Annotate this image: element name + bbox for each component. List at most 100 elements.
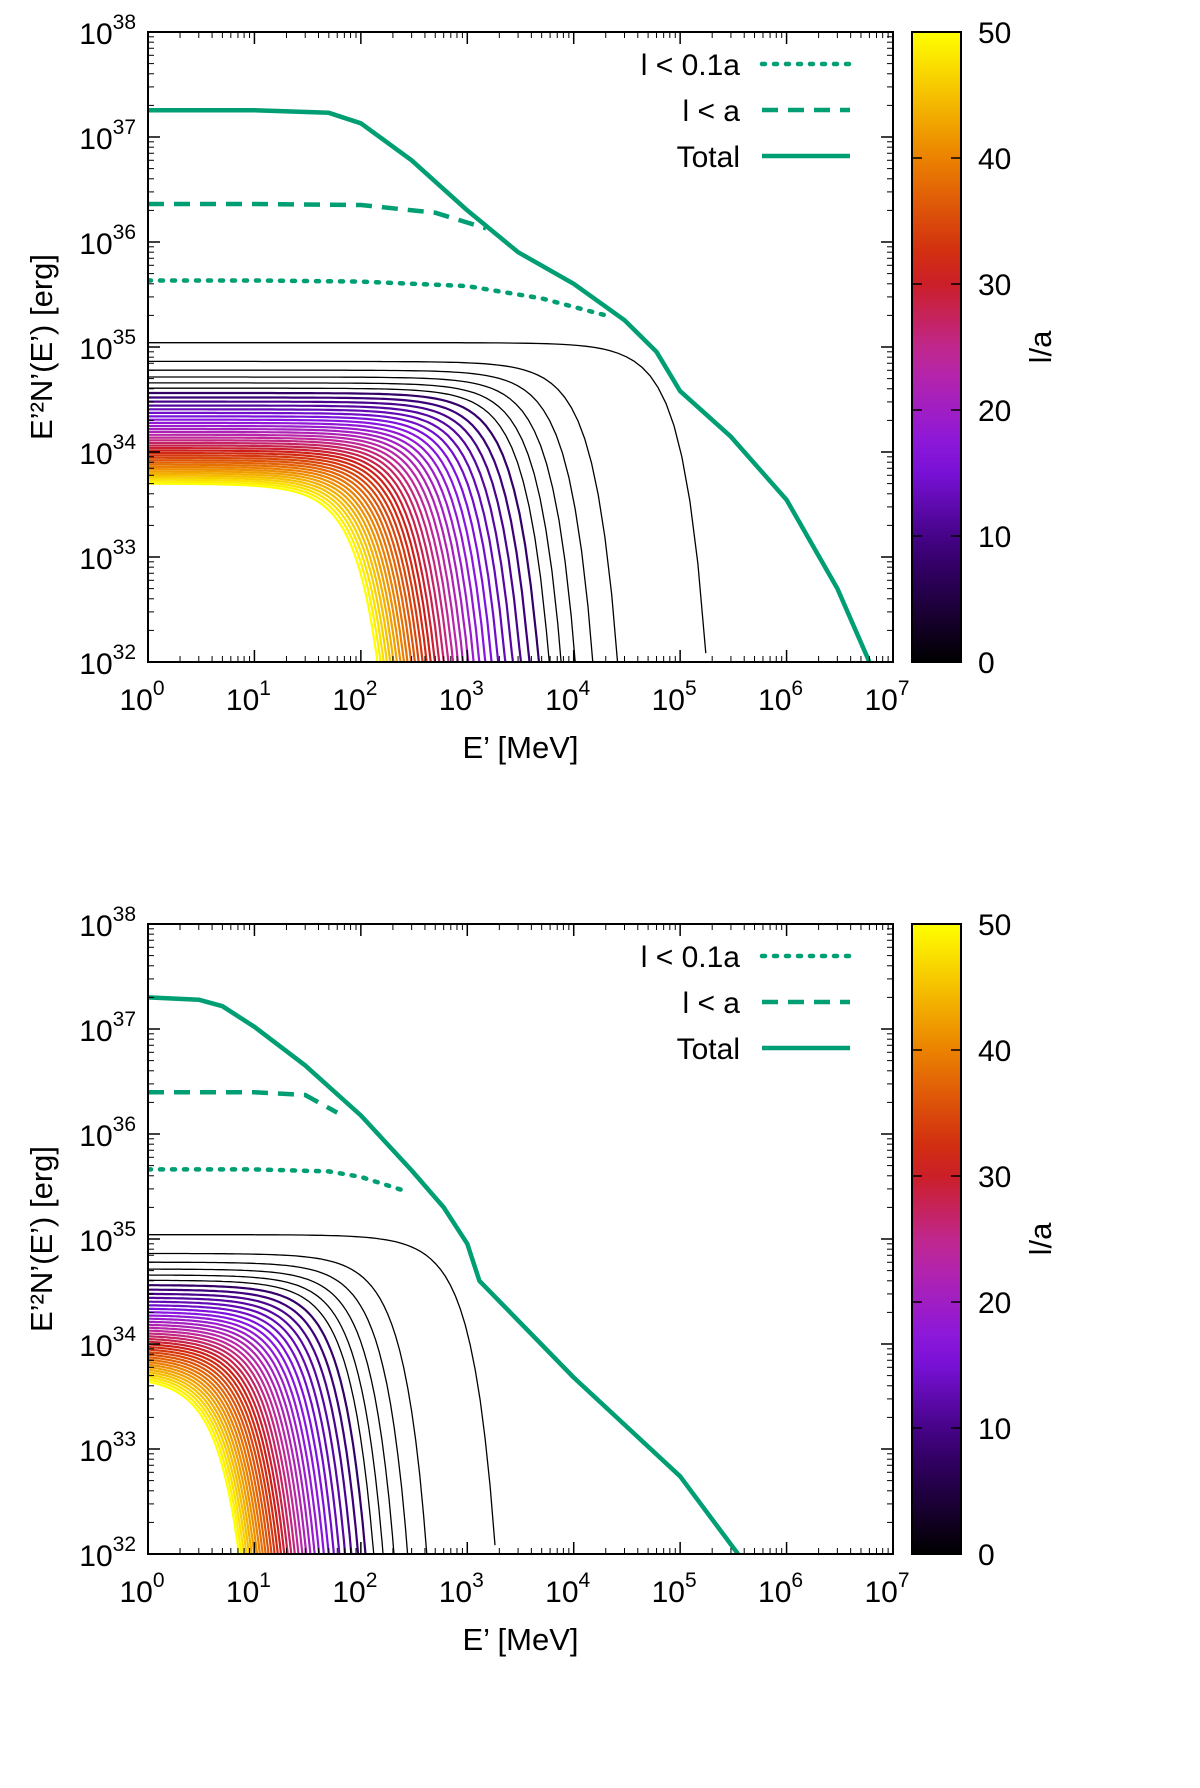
chart1-colorbar-tick-label-5: 50 bbox=[978, 909, 1011, 942]
chart0-y-tick-label-5: 1037 bbox=[79, 116, 136, 156]
chart0-x-tick-label-2: 102 bbox=[332, 677, 377, 717]
chart0-spectra-family bbox=[148, 342, 707, 662]
chart1-spectrum-line-28 bbox=[148, 1353, 270, 1554]
chart1-spectrum-line-9 bbox=[148, 1296, 347, 1554]
chart1-spectrum-line-34 bbox=[148, 1368, 253, 1554]
chart1-spectrum-line-22 bbox=[148, 1337, 289, 1554]
chart1-colorbar bbox=[911, 923, 962, 1555]
chart0-spectrum-line-16 bbox=[148, 427, 470, 662]
chart0-legend-label-0: l < 0.1a bbox=[641, 49, 741, 82]
chart0-spectrum-line-38 bbox=[148, 480, 382, 662]
chart1-x-tick-label-2: 102 bbox=[332, 1569, 377, 1609]
chart0-legend-label-2: Total bbox=[677, 141, 740, 174]
chart1-spectrum-line-35 bbox=[148, 1370, 251, 1554]
chart1-spectrum-line-30 bbox=[148, 1358, 264, 1554]
chart0-spectrum-line-15 bbox=[148, 424, 475, 662]
chart1-colorbar-tick-label-2: 20 bbox=[978, 1287, 1011, 1320]
chart1-y-tick-label-1: 1033 bbox=[79, 1428, 136, 1468]
chart1-spectrum-line-17 bbox=[148, 1323, 308, 1554]
chart0-y-tick-label-3: 1035 bbox=[79, 326, 136, 366]
chart0-spectrum-line-3 bbox=[148, 376, 576, 662]
chart1-x-tick-label-1: 101 bbox=[226, 1569, 271, 1609]
chart0-colorbar-tick-label-2: 20 bbox=[978, 395, 1011, 428]
chart0-spectrum-line-18 bbox=[148, 433, 460, 662]
chart0-series-line-total bbox=[148, 107, 872, 662]
chart0-spectrum-line-19 bbox=[148, 436, 455, 662]
chart0-spectrum-line-1 bbox=[148, 360, 619, 662]
chart0-spectrum-line-24 bbox=[148, 449, 432, 662]
chart0-spectrum-line-39 bbox=[148, 482, 379, 662]
chart0-spectrum-line-7 bbox=[148, 396, 531, 662]
chart0-colorbar-tick-label-5: 50 bbox=[978, 17, 1011, 50]
chart0-spectrum-line-22 bbox=[148, 444, 441, 662]
chart1-spectrum-line-5 bbox=[148, 1279, 375, 1554]
chart1-spectrum-line-36 bbox=[148, 1373, 248, 1554]
chart0-spectrum-line-13 bbox=[148, 418, 487, 662]
chart0-y-tick-label-0: 1032 bbox=[79, 641, 136, 681]
chart1-x-tick-label-7: 107 bbox=[864, 1569, 909, 1609]
chart0-y-tick-label-4: 1036 bbox=[79, 221, 136, 261]
chart0-spectrum-line-20 bbox=[148, 439, 450, 662]
chart0-colorbar-tick-label-3: 30 bbox=[978, 269, 1011, 302]
chart0-x-tick-label-5: 105 bbox=[652, 677, 697, 717]
chart0-spectrum-line-5 bbox=[148, 387, 550, 662]
chart0-spectrum-line-34 bbox=[148, 472, 395, 662]
chart0-spectrum-line-31 bbox=[148, 465, 406, 662]
chart0-spectrum-line-28 bbox=[148, 459, 416, 662]
chart1-colorbar-tick-label-0: 0 bbox=[978, 1539, 995, 1572]
chart1-spectrum-line-27 bbox=[148, 1351, 273, 1554]
chart1-spectrum-line-32 bbox=[148, 1363, 259, 1554]
chart1-x-axis-label: E’ [MeV] bbox=[463, 1622, 579, 1657]
chart1-colorbar-tick-label-1: 10 bbox=[978, 1413, 1011, 1446]
chart1-legend-label-0: l < 0.1a bbox=[641, 941, 741, 974]
chart1-spectrum-line-33 bbox=[148, 1366, 256, 1554]
chart0-spectrum-line-10 bbox=[148, 408, 507, 662]
chart0-spectrum-line-0 bbox=[148, 342, 707, 654]
chart1-spectrum-line-24 bbox=[148, 1343, 283, 1554]
chart0-spectrum-line-6 bbox=[148, 391, 541, 662]
chart0-colorbar-tick-label-0: 0 bbox=[978, 647, 995, 680]
chart1-y-tick-label-2: 1034 bbox=[79, 1323, 136, 1363]
chart1-spectrum-line-26 bbox=[148, 1348, 276, 1554]
chart1-spectrum-line-6 bbox=[148, 1284, 367, 1554]
chart1-colorbar-tick-label-3: 30 bbox=[978, 1161, 1011, 1194]
chart1-spectrum-line-18 bbox=[148, 1326, 304, 1554]
chart0-y-tick-label-1: 1033 bbox=[79, 536, 136, 576]
chart1-legend-label-1: l < a bbox=[682, 987, 740, 1020]
chart1-spectrum-line-38 bbox=[148, 1378, 243, 1554]
chart0-spectrum-line-35 bbox=[148, 474, 392, 662]
chart0-x-tick-label-6: 106 bbox=[758, 677, 803, 717]
chart1-spectrum-line-13 bbox=[148, 1311, 325, 1554]
chart1-spectrum-line-11 bbox=[148, 1304, 335, 1554]
chart1-y-tick-label-0: 1032 bbox=[79, 1533, 136, 1573]
chart0-spectrum-line-36 bbox=[148, 476, 389, 662]
chart0-x-tick-label-4: 104 bbox=[545, 677, 590, 717]
chart0-x-tick-label-7: 107 bbox=[864, 677, 909, 717]
chart0-spectrum-line-25 bbox=[148, 452, 428, 662]
chart0-spectrum-line-37 bbox=[148, 478, 385, 662]
chart0-x-tick-label-0: 100 bbox=[119, 677, 164, 717]
chart1-series-line-l-0-1a bbox=[148, 1167, 406, 1193]
chart1-series-line-total bbox=[148, 995, 740, 1554]
chart1-y-axis-label: E’²N’(E’) [erg] bbox=[24, 1146, 59, 1332]
chart1-x-tick-label-0: 100 bbox=[119, 1569, 164, 1609]
chart1-y-tick-label-6: 1038 bbox=[79, 903, 136, 943]
chart1-spectrum-line-12 bbox=[148, 1307, 330, 1554]
chart0-spectrum-line-9 bbox=[148, 404, 515, 662]
top-panel: 1032 1033 1034 1035 1036 1037 1038 100 101 102 103… bbox=[0, 0, 1200, 891]
chart1-spectrum-line-21 bbox=[148, 1335, 293, 1554]
chart1-y-tick-label-5: 1037 bbox=[79, 1008, 136, 1048]
chart1-spectrum-line-14 bbox=[148, 1314, 321, 1554]
chart1-spectra-family bbox=[148, 1234, 496, 1554]
chart0-spectrum-line-30 bbox=[148, 463, 409, 662]
chart0-y-axis-label: E’²N’(E’) [erg] bbox=[24, 254, 59, 440]
chart1-spectrum-line-37 bbox=[148, 1375, 246, 1554]
chart1-colorbar-label: l/a bbox=[1023, 1222, 1058, 1256]
chart0-series-line-l-a bbox=[148, 201, 487, 231]
chart0-spectrum-line-8 bbox=[148, 400, 523, 662]
chart0-legend-label-1: l < a bbox=[682, 95, 740, 128]
chart0-spectrum-line-4 bbox=[148, 382, 562, 662]
